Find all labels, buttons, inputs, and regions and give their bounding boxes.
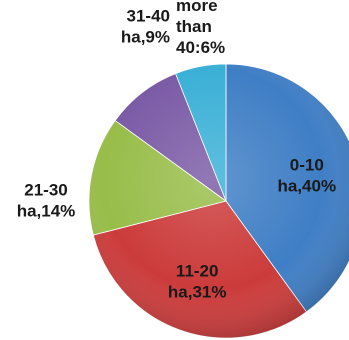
pie-label-4-line-2: 40:6% — [176, 38, 225, 57]
pie-label-0-line-0: 0-10 — [290, 155, 324, 174]
pie-label-3-line-0: 31-40 — [127, 7, 170, 26]
pie-labels: 0-10 ha,40% 11-20 ha,31% 21-30 ha,14% 31-40 ha,… — [17, 0, 336, 301]
pie-label-2-line-0: 21-30 — [24, 181, 67, 200]
pie-label-4: more than 40:6% — [176, 0, 225, 57]
pie-label-4-line-1: than — [176, 17, 212, 36]
pie-label-0-line-1: ha,40% — [278, 176, 337, 195]
pie-label-3: 31-40 ha,9% — [121, 7, 170, 47]
pie-label-1-line-0: 11-20 — [176, 261, 219, 280]
pie-label-1-line-1: ha,31% — [168, 282, 227, 301]
pie-label-0: 0-10 ha,40% — [278, 155, 337, 195]
pie-label-2: 21-30 ha,14% — [17, 181, 76, 221]
pie-label-2-line-1: ha,14% — [17, 202, 76, 221]
pie-label-3-line-1: ha,9% — [121, 28, 170, 47]
pie-label-4-line-0: more — [176, 0, 218, 15]
pie-label-1: 11-20 ha,31% — [168, 261, 227, 301]
